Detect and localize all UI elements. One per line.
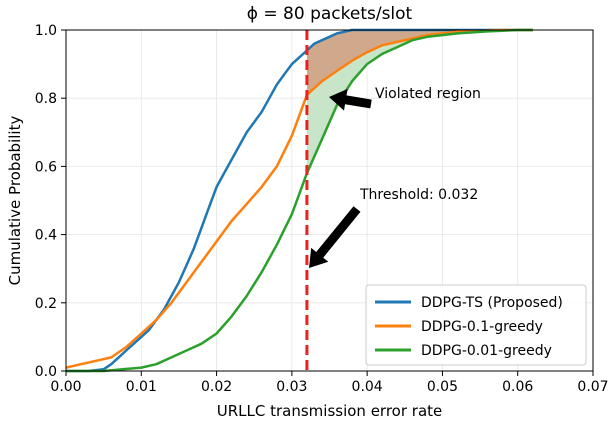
- violated-region-arrow: [329, 88, 372, 111]
- x-axis-label: URLLC transmission error rate: [217, 402, 443, 420]
- legend: DDPG-TS (Proposed) DDPG-0.1-greedy DDPG-0.…: [365, 284, 587, 366]
- y-tick-label: 0.4: [35, 228, 57, 244]
- series-line-3: [66, 28, 533, 373]
- x-tick-label: 0.07: [577, 379, 608, 395]
- x-tick-label: 0.06: [502, 379, 533, 395]
- y-axis-ticks: 0.0 0.2 0.4 0.6 0.8 1.0: [35, 23, 66, 380]
- plot-frame: [65, 29, 594, 372]
- y-tick-label: 0.6: [35, 159, 57, 175]
- chart-title: ϕ = 80 packets/slot: [247, 4, 413, 24]
- x-tick-label: 0.00: [50, 379, 81, 395]
- x-axis-ticks: 0.00 0.01 0.02 0.03 0.04 0.05 0.06 0.07: [50, 371, 609, 395]
- x-tick-label: 0.03: [276, 379, 307, 395]
- x-tick-label: 0.05: [427, 379, 458, 395]
- threshold-annotation: Threshold: 0.032: [359, 187, 478, 203]
- legend-label-1: DDPG-TS (Proposed): [421, 295, 563, 311]
- legend-box: [365, 284, 587, 366]
- y-tick-label: 0.8: [35, 91, 57, 107]
- y-tick-label: 1.0: [35, 23, 57, 39]
- x-tick-label: 0.02: [201, 379, 232, 395]
- threshold-arrow: [309, 206, 361, 268]
- x-tick-label: 0.04: [352, 379, 383, 395]
- series-line-2: [65, 28, 533, 369]
- y-axis-label: Cumulative Probability: [6, 116, 24, 286]
- violated-region-annotation: Violated region: [375, 86, 481, 102]
- legend-label-3: DDPG-0.01-greedy: [421, 343, 552, 359]
- legend-label-2: DDPG-0.1-greedy: [421, 319, 543, 335]
- annotation-arrows: [309, 88, 372, 268]
- y-tick-label: 0.0: [35, 364, 57, 380]
- x-tick-label: 0.01: [126, 379, 157, 395]
- y-tick-label: 0.2: [35, 296, 57, 312]
